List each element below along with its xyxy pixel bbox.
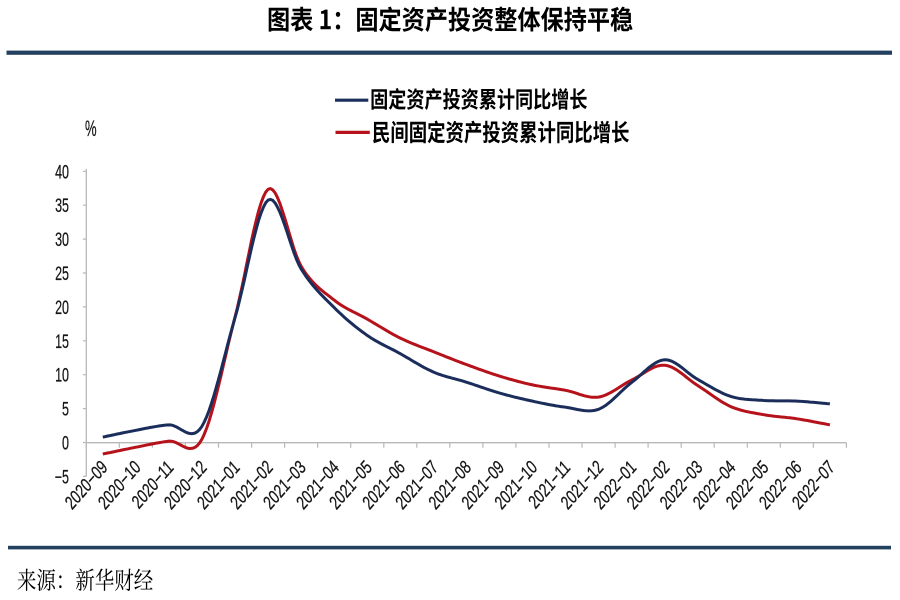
svg-text:30: 30: [55, 230, 69, 251]
svg-text:25: 25: [55, 263, 69, 284]
svg-text:5: 5: [62, 399, 69, 420]
svg-text:15: 15: [55, 331, 69, 352]
svg-text:40: 40: [55, 162, 69, 183]
svg-text:−5: −5: [55, 467, 69, 488]
svg-text:0: 0: [62, 433, 69, 454]
svg-text:10: 10: [55, 365, 69, 386]
svg-text:%: %: [85, 115, 97, 141]
svg-text:35: 35: [55, 196, 69, 217]
svg-text:20: 20: [55, 297, 69, 318]
